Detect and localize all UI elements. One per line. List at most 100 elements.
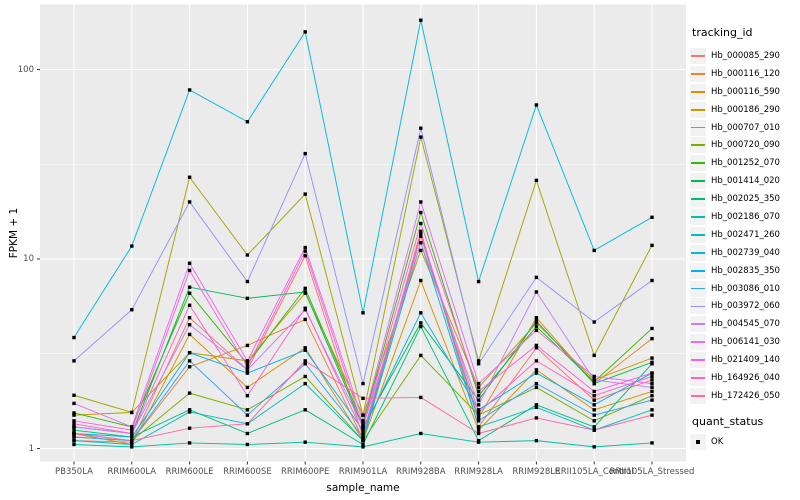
legend-item-Hb_002471_260: Hb_002471_260	[690, 226, 798, 244]
legend-key-swatch	[690, 101, 706, 118]
x-tick-label: RRIM600LE	[165, 467, 214, 477]
data-point	[534, 403, 539, 407]
data-point	[245, 371, 250, 375]
data-point	[187, 323, 192, 327]
data-point	[592, 381, 596, 386]
legend-item-Hb_000707_010: Hb_000707_010	[690, 119, 798, 137]
data-point	[187, 261, 192, 265]
data-point	[534, 368, 539, 372]
legend-line-icon	[691, 287, 705, 290]
data-point	[187, 175, 192, 179]
legend-line-icon	[691, 126, 705, 129]
data-point	[534, 343, 539, 348]
data-point	[245, 362, 250, 366]
data-point	[361, 435, 365, 439]
data-point	[303, 374, 307, 379]
legend-key-swatch	[690, 173, 706, 190]
data-point	[419, 353, 423, 358]
legend-color-items: Hb_000085_290 Hb_000116_120 Hb_000116_590 H…	[690, 47, 798, 405]
legend-key-swatch	[690, 226, 706, 243]
data-point	[187, 285, 192, 289]
legend-item-Hb_000116_590: Hb_000116_590	[690, 83, 798, 101]
data-point	[245, 343, 250, 348]
data-point	[130, 410, 134, 415]
data-point	[303, 245, 307, 250]
data-point	[534, 371, 539, 375]
data-point	[187, 426, 192, 430]
data-point	[72, 442, 76, 447]
data-point	[72, 419, 76, 423]
data-point	[187, 291, 192, 295]
data-point	[476, 398, 481, 402]
legend-item-label: Hb_000085_290	[711, 50, 780, 61]
data-point	[72, 431, 76, 436]
data-point	[130, 428, 134, 432]
legend-item-label: Hb_000116_120	[711, 68, 780, 79]
data-point	[72, 413, 76, 417]
legend-item-label: Hb_003086_010	[711, 283, 780, 294]
data-point	[419, 18, 423, 22]
data-point	[130, 438, 134, 443]
data-point	[130, 435, 134, 439]
legend-item-Hb_001252_070: Hb_001252_070	[690, 154, 798, 172]
data-point	[303, 286, 307, 291]
data-point	[72, 401, 76, 406]
black-square-marker-icon	[696, 439, 700, 444]
data-point	[303, 440, 307, 444]
x-tick-label: RRIM600LA	[107, 467, 157, 477]
data-point	[534, 103, 539, 107]
x-tick-label: PB350LA	[55, 467, 93, 477]
legend-line-icon	[691, 377, 705, 379]
data-point	[72, 422, 76, 426]
legend-item-Hb_003086_010: Hb_003086_010	[690, 280, 798, 298]
data-point	[419, 210, 423, 215]
legend-item-Hb_006141_030: Hb_006141_030	[690, 333, 798, 351]
data-point	[187, 303, 192, 307]
x-tick-label: RRIM928LE	[512, 467, 561, 477]
legend-item-label: Hb_002471_260	[711, 229, 780, 240]
legend-line-icon	[691, 180, 705, 183]
data-point	[534, 328, 539, 333]
data-point	[361, 438, 365, 443]
data-point	[303, 359, 307, 363]
data-point	[592, 428, 596, 432]
data-point	[245, 120, 250, 124]
data-point	[303, 151, 307, 156]
data-point	[650, 398, 654, 402]
data-point	[245, 296, 250, 301]
data-point	[592, 389, 596, 394]
data-point	[361, 422, 365, 426]
data-point	[187, 316, 192, 320]
data-point	[650, 385, 654, 390]
data-point	[303, 249, 307, 253]
data-point	[592, 445, 596, 449]
data-point	[245, 442, 250, 447]
legend-line-icon	[691, 108, 705, 111]
data-point	[303, 192, 307, 196]
legend-line-icon	[691, 323, 705, 326]
x-tick-label: RRIM928LA	[454, 467, 503, 477]
data-point	[419, 240, 423, 245]
y-axis-title: FPKM + 1	[8, 207, 20, 259]
data-point	[650, 374, 654, 379]
data-point	[592, 374, 596, 379]
data-point	[534, 359, 539, 363]
data-point	[419, 431, 423, 436]
legend-item-label: OK	[711, 436, 724, 447]
data-point	[476, 279, 481, 284]
data-point	[419, 221, 423, 226]
legend-item-Hb_000186_290: Hb_000186_290	[690, 101, 798, 119]
legend-line-icon	[691, 144, 705, 147]
legend-item-label: Hb_001414_020	[711, 176, 780, 187]
legend-item-label: Hb_004545_070	[711, 319, 780, 330]
data-point	[476, 416, 481, 420]
data-point	[476, 359, 481, 363]
data-point	[592, 413, 596, 417]
legend-key-swatch	[690, 334, 706, 351]
x-tick-label: RRIM928BA	[396, 467, 446, 477]
legend-line-icon	[691, 341, 705, 344]
data-point	[303, 381, 307, 386]
data-point	[361, 419, 365, 423]
data-point	[534, 324, 539, 329]
